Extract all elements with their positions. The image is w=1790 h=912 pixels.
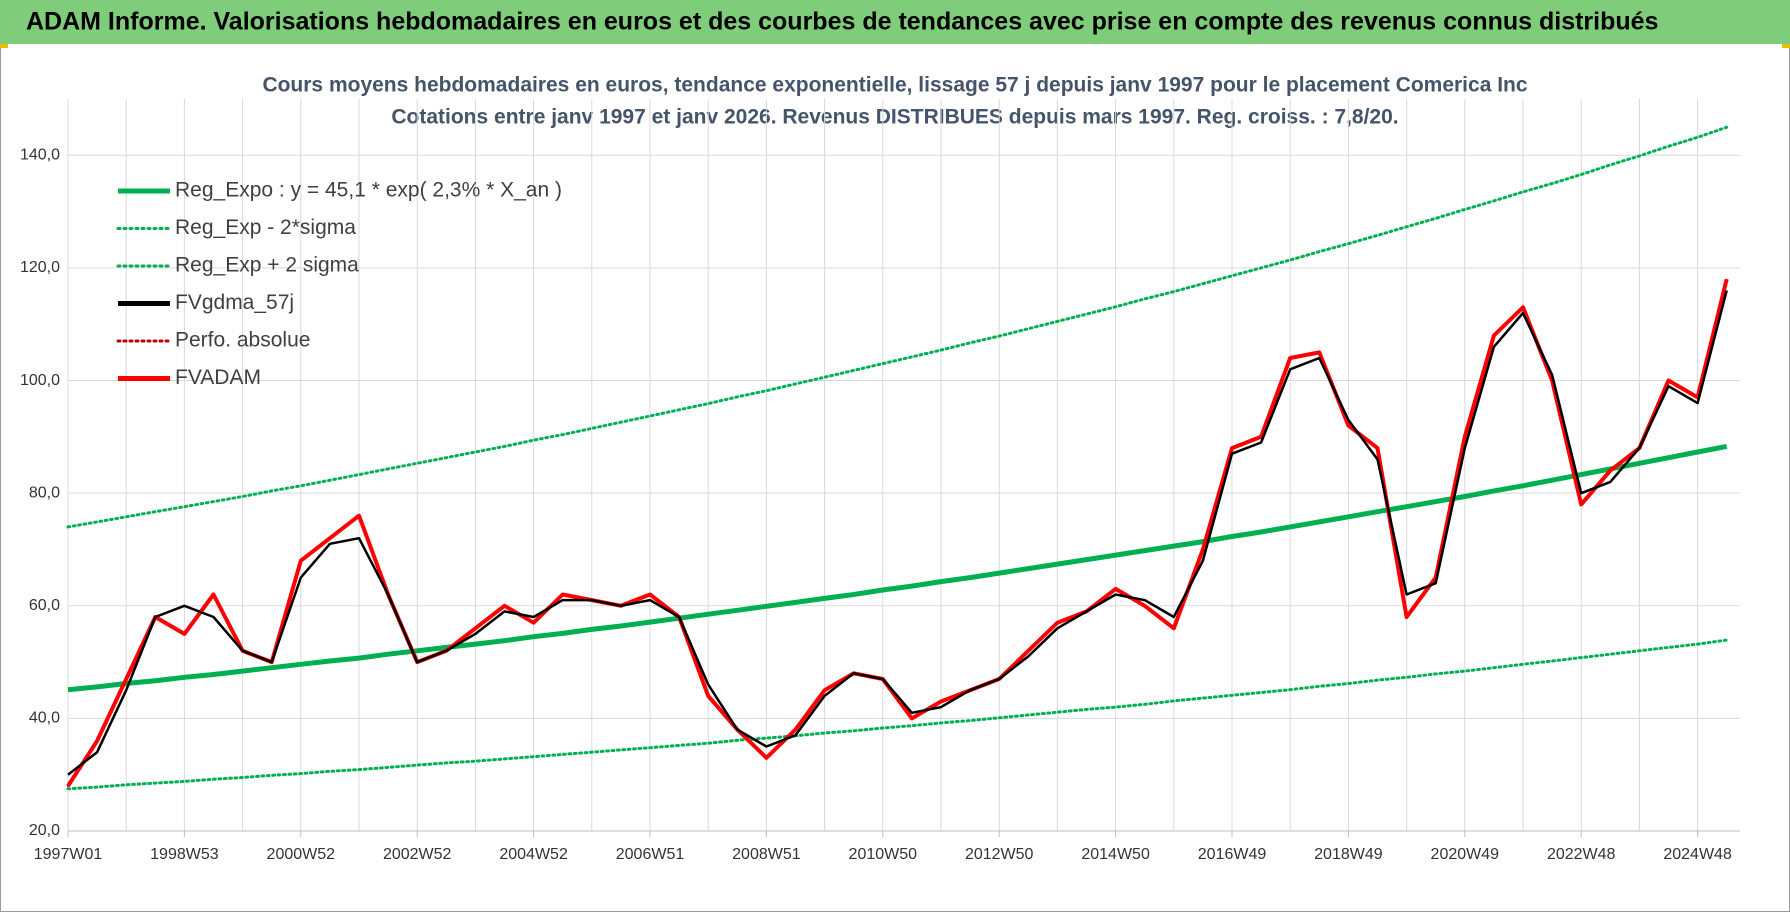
y-tick-label: 100,0 xyxy=(20,372,60,389)
corner-mark xyxy=(1782,44,1790,48)
legend-label: FVADAM xyxy=(175,366,261,389)
x-tick-label: 2004W52 xyxy=(499,846,568,863)
y-tick-label: 140,0 xyxy=(20,147,60,164)
x-tick-label: 1997W01 xyxy=(34,846,103,863)
chart-subtitle: Cotations entre janv 1997 et janv 2026. … xyxy=(391,106,1398,129)
x-tick-label: 2024W48 xyxy=(1663,846,1732,863)
legend-label: Reg_Exp + 2 sigma xyxy=(175,254,359,277)
header-bar xyxy=(0,0,1790,44)
x-tick-label: 2022W48 xyxy=(1547,846,1616,863)
series-line xyxy=(66,125,1729,529)
legend-label: Reg_Exp - 2*sigma xyxy=(175,216,356,239)
y-tick-label: 40,0 xyxy=(29,710,60,727)
chart-title: Cours moyens hebdomadaires en euros, ten… xyxy=(262,74,1527,97)
x-tick-label: 2010W50 xyxy=(849,846,918,863)
y-tick-label: 120,0 xyxy=(20,259,60,276)
legend-label: Perfo. absolue xyxy=(175,329,310,352)
x-tick-label: 1998W53 xyxy=(150,846,219,863)
x-tick-label: 2008W51 xyxy=(732,846,801,863)
x-tick-label: 2016W49 xyxy=(1198,846,1267,863)
series-line xyxy=(67,290,1728,776)
x-tick-label: 2006W51 xyxy=(616,846,685,863)
x-tick-label: 2000W52 xyxy=(267,846,336,863)
y-tick-label: 60,0 xyxy=(29,597,60,614)
header-title: ADAM Informe. Valorisations hebdomadaire… xyxy=(26,8,1658,36)
y-tick-label: 20,0 xyxy=(29,822,60,839)
x-tick-label: 2014W50 xyxy=(1081,846,1150,863)
series-line xyxy=(66,638,1729,791)
legend-label: Reg_Expo : y = 45,1 * exp( 2,3% * X_an ) xyxy=(175,179,562,202)
x-tick-label: 2002W52 xyxy=(383,846,452,863)
x-tick-label: 2012W50 xyxy=(965,846,1034,863)
corner-mark xyxy=(0,44,8,48)
x-tick-label: 2018W49 xyxy=(1314,846,1383,863)
y-tick-label: 80,0 xyxy=(29,484,60,501)
series-line xyxy=(66,278,1729,788)
legend-label: FVgdma_57j xyxy=(175,291,294,314)
x-tick-label: 2020W49 xyxy=(1431,846,1500,863)
